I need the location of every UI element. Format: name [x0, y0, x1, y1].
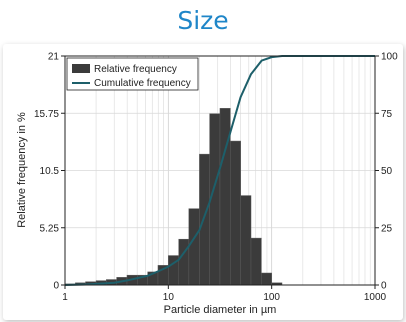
chart-panel: 1 10 100 1000 0 5.25 10.5 15.75 21 0 25 50 75 100 Par…: [3, 44, 403, 320]
y-left-tick-label: 15.75: [34, 109, 59, 120]
y-right-tick-label: 25: [381, 223, 393, 234]
frequency-bar: [188, 208, 200, 286]
y-right-tick-label: 50: [381, 166, 393, 177]
legend-label-cumulative: Cumulative frequency: [94, 78, 191, 89]
frequency-bar: [261, 272, 272, 286]
y-right-tick-label: 75: [381, 109, 393, 120]
y-left-tick-label: 0: [53, 281, 59, 292]
frequency-bar: [230, 140, 241, 286]
y-left-tick-label: 21: [48, 52, 60, 63]
legend-label-relative: Relative frequency: [94, 64, 177, 75]
y-axis-label: Relative frequency in %: [16, 112, 28, 228]
y-right-tick-label: 100: [381, 52, 398, 63]
legend-box: [66, 57, 199, 91]
x-tick-label: 1000: [364, 292, 387, 303]
x-tick-label: 10: [163, 292, 175, 303]
x-tick-label: 100: [263, 292, 280, 303]
frequency-bars: [64, 108, 283, 286]
x-tick-label: 1: [62, 292, 68, 303]
frequency-bar: [250, 237, 262, 286]
frequency-bar: [199, 153, 210, 286]
page-title: Size: [177, 6, 229, 35]
legend: Relative frequency Cumulative frequency: [66, 57, 199, 91]
legend-bar-swatch: [72, 64, 90, 73]
y-left-tick-label: 5.25: [40, 223, 60, 234]
x-axis-label: Particle diameter in µm: [164, 304, 277, 316]
y-right-tick-label: 0: [381, 281, 387, 292]
frequency-bar: [240, 195, 252, 286]
frequency-bar: [178, 238, 190, 286]
y-left-tick-label: 10.5: [40, 166, 60, 177]
